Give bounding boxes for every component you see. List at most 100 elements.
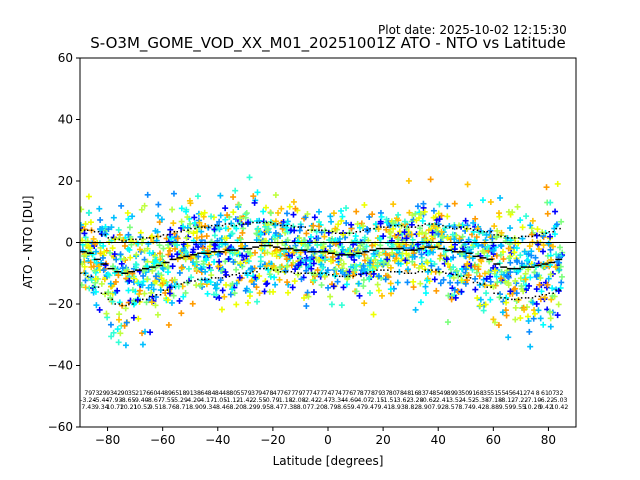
scatter-point <box>256 290 263 297</box>
scatter-point <box>169 263 176 270</box>
scatter-point <box>553 221 560 228</box>
scatter-point <box>178 310 185 317</box>
scatter-point <box>491 267 498 274</box>
scatter-point <box>483 290 490 297</box>
scatter-point <box>494 227 501 234</box>
scatter-point <box>80 281 85 288</box>
scatter-point <box>269 250 276 257</box>
scatter-point <box>537 315 544 322</box>
bin-annotation-mean: -5.29 <box>172 397 188 404</box>
x-tick-label: −80 <box>95 433 120 447</box>
scatter-point <box>304 210 311 217</box>
scatter-point <box>378 213 385 220</box>
bin-annotation-count: 74 <box>309 390 317 397</box>
scatter-point <box>145 240 152 247</box>
y-tick-label: 20 <box>58 174 73 188</box>
scatter-point <box>207 279 214 286</box>
scatter-point <box>381 249 388 256</box>
scatter-point <box>540 321 547 328</box>
scatter-point <box>97 250 104 257</box>
scatter-point <box>129 213 136 220</box>
scatter-point <box>377 220 384 227</box>
scatter-point <box>340 284 347 291</box>
scatter-point <box>169 206 176 213</box>
scatter-point <box>315 235 322 242</box>
scatter-point <box>205 251 212 258</box>
scatter-point <box>122 257 129 264</box>
scatter-point <box>235 250 242 257</box>
scatter-point <box>235 201 242 208</box>
scatter-point <box>444 213 451 220</box>
scatter-point <box>417 280 424 287</box>
scatter-point <box>456 235 463 242</box>
scatter-point <box>296 227 303 234</box>
bin-annotation-mean: -3.34 <box>329 397 345 404</box>
bin-annotation-std: 8.29 <box>243 404 257 411</box>
scatter-point <box>327 213 334 220</box>
bin-annotation-count: 76 <box>345 390 353 397</box>
scatter-point <box>464 181 471 188</box>
scatter-point <box>272 281 279 288</box>
scatter-point <box>165 251 172 258</box>
scatter-point <box>325 229 332 236</box>
scatter-point <box>191 214 198 221</box>
bin-annotation-std: 10.21 <box>120 404 138 411</box>
scatter-point <box>140 272 147 279</box>
scatter-point <box>222 225 229 232</box>
scatter-point <box>154 311 161 318</box>
scatter-point <box>87 219 94 226</box>
bin-annotation-count: 38 <box>193 390 201 397</box>
scatter-point <box>168 235 175 242</box>
y-tick-label: −40 <box>48 359 73 373</box>
bin-annotation-count: 64 <box>200 390 208 397</box>
scatter-point <box>546 308 553 315</box>
scatter-point <box>109 245 116 252</box>
scatter-point <box>497 194 504 201</box>
scatter-point <box>138 206 145 213</box>
scatter-point <box>477 296 484 303</box>
scatter-point <box>170 220 177 227</box>
scatter-point <box>412 306 419 313</box>
scatter-point <box>178 264 185 271</box>
scatter-point <box>403 250 410 257</box>
scatter-point <box>517 217 524 224</box>
scatter-point <box>272 222 279 229</box>
scatter-point <box>366 290 373 297</box>
scatter-point <box>154 233 161 240</box>
scatter-point <box>232 187 239 194</box>
scatter-point <box>96 306 103 313</box>
scatter-point <box>118 202 125 209</box>
bin-annotation-count: 78 <box>396 390 404 397</box>
scatter-point <box>507 288 514 295</box>
scatter-point <box>522 270 529 277</box>
scatter-point <box>233 225 240 232</box>
bin-annotation-count: 50 <box>461 390 469 397</box>
scatter-point <box>353 208 360 215</box>
bin-annotation-std: 8.65 <box>337 404 351 411</box>
scatter-point <box>164 296 171 303</box>
scatter-point <box>426 222 433 229</box>
scatter-point <box>264 227 271 234</box>
bin-annotation-mean: -1.12 <box>224 397 240 404</box>
scatter-point <box>304 289 311 296</box>
bin-annotation-mean: -1.42 <box>237 397 253 404</box>
scatter-point <box>176 269 183 276</box>
scatter-point <box>108 224 115 231</box>
scatter-point <box>125 287 132 294</box>
scatter-point <box>261 238 268 245</box>
bin-annotation-std: 8.57 <box>445 404 459 411</box>
scatter-point <box>361 300 368 307</box>
scatter-points <box>80 174 566 350</box>
scatter-point <box>108 333 115 340</box>
scatter-point <box>114 326 121 333</box>
bin-annotation-std: 7.92 <box>431 404 445 411</box>
scatter-point <box>451 224 458 231</box>
scatter-point <box>260 208 267 215</box>
scatter-point <box>497 251 504 258</box>
scatter-point <box>152 302 159 309</box>
scatter-point <box>98 259 105 266</box>
scatter-point <box>430 207 437 214</box>
scatter-point <box>504 272 511 279</box>
scatter-point <box>444 234 451 241</box>
scatter-point <box>364 225 371 232</box>
